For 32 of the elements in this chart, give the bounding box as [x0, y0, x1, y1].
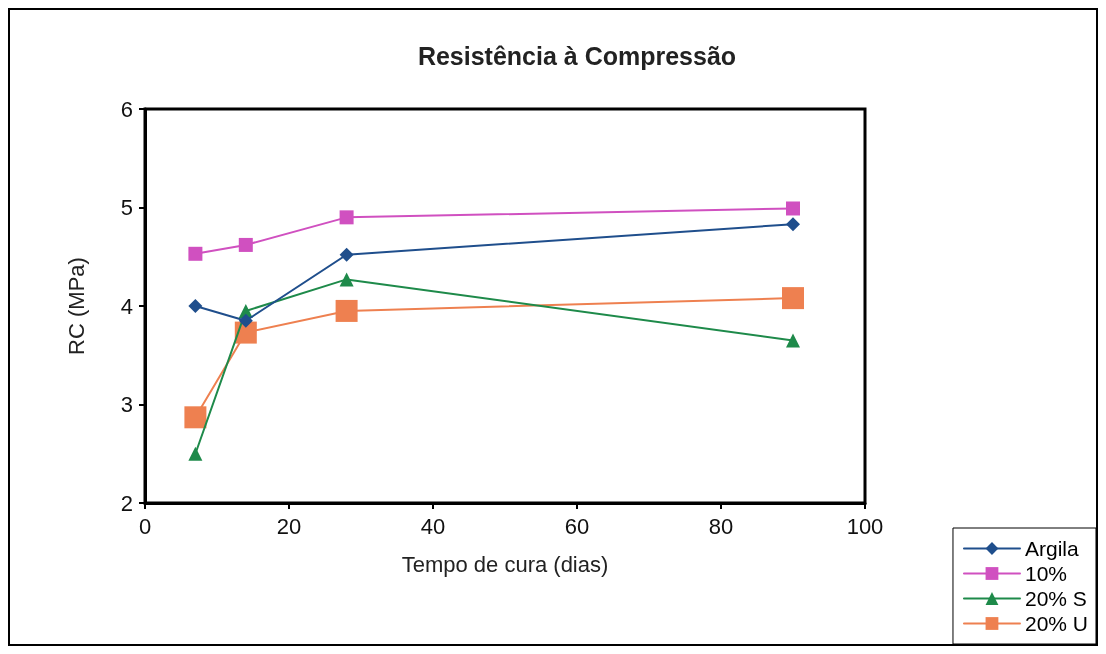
x-axis-title: Tempo de cura (dias) — [401, 551, 609, 577]
x-tick-label: 20 — [276, 513, 302, 539]
point — [238, 237, 253, 252]
point — [335, 299, 358, 322]
point — [184, 406, 207, 429]
y-tick-label: 3 — [120, 392, 133, 417]
point — [339, 210, 354, 225]
y-tick-label: 2 — [120, 490, 133, 516]
point — [786, 333, 800, 348]
legend-label: Argila — [1024, 537, 1079, 560]
x-tick-label: 80 — [708, 513, 734, 539]
point — [339, 272, 354, 287]
point — [188, 246, 203, 261]
point — [188, 446, 203, 461]
chart-title: Resistência à Compressão — [417, 41, 737, 70]
y-tick-label: 4 — [120, 293, 133, 319]
point — [786, 201, 800, 216]
x-tick-label: 60 — [564, 513, 590, 539]
point — [339, 247, 354, 262]
y-tick-label: 6 — [120, 96, 133, 122]
point — [238, 313, 253, 328]
x-tick-label: 100 — [846, 513, 884, 539]
point — [786, 217, 800, 232]
legend-label: 20% S — [1024, 587, 1087, 610]
legend-label: 20% U — [1024, 612, 1088, 635]
y-tick-label: 5 — [120, 195, 133, 220]
point — [782, 287, 804, 310]
point — [188, 299, 203, 313]
x-tick-label: 40 — [420, 513, 446, 539]
y-axis-title: RC (MPa) — [63, 257, 89, 355]
legend-label: 10% — [1024, 562, 1067, 585]
x-tick-label: 0 — [138, 513, 152, 539]
